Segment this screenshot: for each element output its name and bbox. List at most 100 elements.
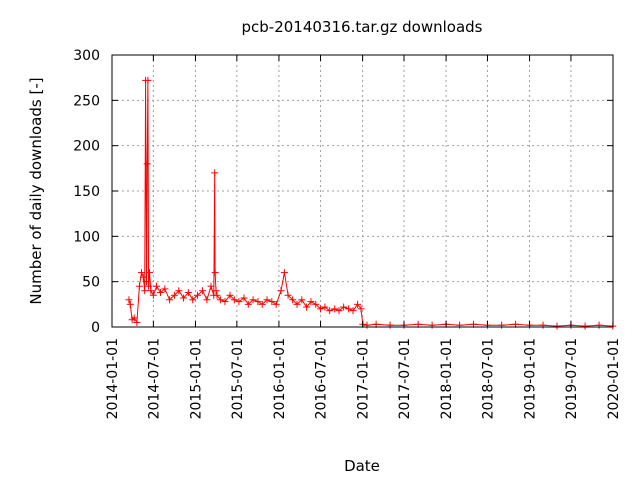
x-tick-label: 2020-01-01 [606,338,622,419]
data-point [326,307,334,315]
data-point [317,305,325,313]
data-point [277,287,285,295]
data-point [207,282,215,290]
x-tick-label: 2014-01-01 [105,338,121,419]
data-point [180,294,188,302]
data-point [249,296,257,304]
data-point [298,296,306,304]
data-point [428,321,436,329]
data-point [345,305,353,313]
x-tick-label: 2019-01-01 [523,338,539,419]
x-tick-label: 2017-01-01 [356,338,372,419]
data-point [307,298,315,306]
data-point [335,307,343,315]
x-tick-label: 2015-01-01 [188,338,204,419]
data-point [216,296,224,304]
data-point [226,291,234,299]
data-point [130,314,138,322]
data-point [303,303,311,311]
data-point [293,300,301,308]
x-tick-label: 2018-01-01 [439,338,455,419]
data-point [340,303,348,311]
data-point [194,291,202,299]
data-point [244,300,252,308]
data-point [153,282,161,290]
data-point [166,296,174,304]
data-point [581,322,589,330]
data-point [268,298,276,306]
data-point [331,305,339,313]
data-point [149,291,157,299]
data-point [212,287,220,295]
data-point [126,300,134,308]
x-tick-label: 2019-07-01 [564,338,580,419]
data-point [349,307,357,315]
data-point [254,298,262,306]
y-tick-label: 100 [73,229,100,245]
x-tick-label: 2014-07-01 [146,338,162,419]
data-point [272,300,280,308]
data-point [595,321,603,329]
data-point [156,289,164,297]
data-point [144,76,152,84]
data-point [354,300,362,308]
x-tick-label: 2016-01-01 [272,338,288,419]
data-point [137,269,145,277]
data-point [135,282,143,290]
data-point [321,303,329,311]
x-axis-label: Date [344,457,380,475]
data-point [184,289,192,297]
data-point [312,300,320,308]
data-point [203,296,211,304]
data-point [139,273,147,281]
x-tick-labels: 2014-01-01 2014-07-01 2015-01-01 2015-07-01… [105,338,622,419]
data-point [363,321,371,329]
data-point [133,318,141,326]
x-tick-label: 2018-07-01 [480,338,496,419]
y-tick-label: 50 [82,275,100,291]
data-point [143,278,151,286]
data-point [189,296,197,304]
data-point [213,291,221,299]
data-point [456,321,464,329]
x-tick-label: 2016-07-01 [314,338,330,419]
axis-ticks [111,54,614,328]
data-point [145,282,153,290]
y-tick-label: 300 [73,48,100,64]
data-point [284,291,292,299]
data-point [221,298,229,306]
data-point [258,300,266,308]
data-point [386,321,394,329]
data-point [147,287,155,295]
x-tick-label: 2015-07-01 [230,338,246,419]
data-point [498,321,506,329]
data-point [289,296,297,304]
y-axis-label: Number of daily downloads [-] [27,77,45,304]
y-tick-label: 250 [73,93,100,109]
y-tick-label: 0 [91,320,100,336]
data-point [211,169,219,177]
data-point [230,296,238,304]
y-tick-label: 150 [73,184,100,200]
data-point [235,298,243,306]
grid [112,55,613,327]
data-point [175,287,183,295]
y-tick-label: 200 [73,139,100,155]
y-tick-labels: 0 50 100 150 200 250 300 [73,48,100,336]
data-point [141,287,149,295]
data-point [143,160,151,168]
data-point [280,269,288,277]
data-point [125,296,133,304]
data-point [539,321,547,329]
data-point [357,305,365,313]
data-point [263,296,271,304]
data-point [146,269,154,277]
x-tick-label: 2017-07-01 [397,338,413,419]
data-point [199,287,207,295]
data-point [553,322,561,330]
data-point [170,291,178,299]
data-point [161,285,169,293]
data-point [211,269,219,277]
